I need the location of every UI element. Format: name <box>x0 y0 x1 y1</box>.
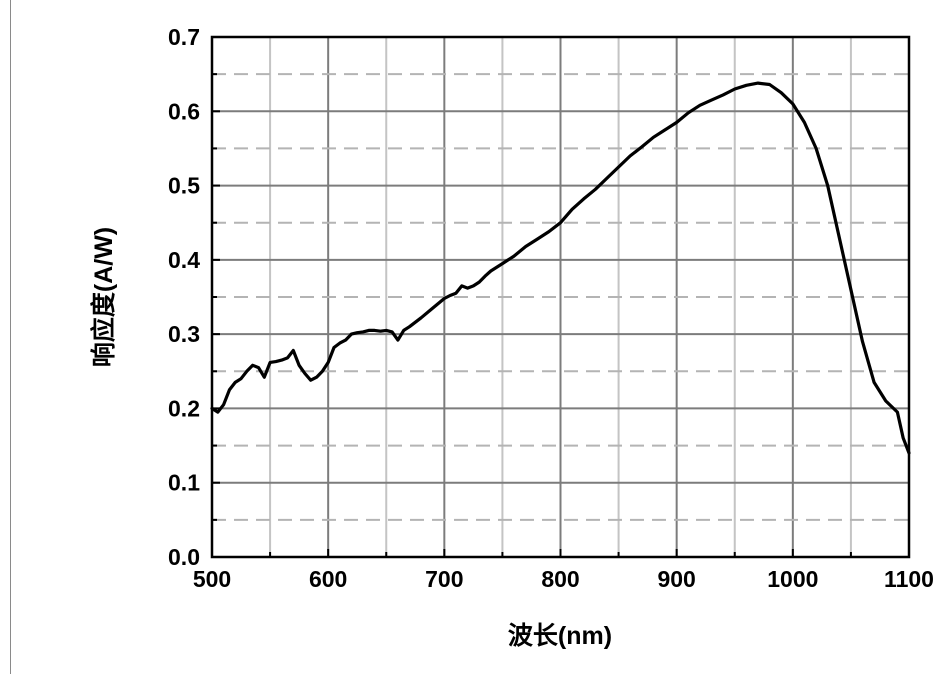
x-tick-label: 600 <box>309 566 347 592</box>
x-tick-label: 500 <box>193 566 231 592</box>
x-tick-labels: 500 600 700 800 900 1000 1100 <box>193 566 934 592</box>
y-tick-label: 0.2 <box>168 395 200 421</box>
x-axis-title: 波长(nm) <box>508 622 612 650</box>
x-tick-label: 1100 <box>884 566 934 592</box>
y-tick-label: 0.1 <box>168 470 200 496</box>
y-tick-label: 0.3 <box>168 321 200 347</box>
y-tick-label: 0.6 <box>168 98 200 124</box>
y-tick-label: 0.0 <box>168 544 200 570</box>
x-tick-label: 800 <box>541 566 579 592</box>
x-tick-label: 700 <box>425 566 463 592</box>
x-tick-label: 1000 <box>767 566 818 592</box>
axis-ticks <box>211 36 910 558</box>
series-line <box>210 81 911 455</box>
grid <box>212 37 909 557</box>
y-tick-label: 0.7 <box>168 24 200 50</box>
y-tick-labels: 0.0 0.1 0.2 0.3 0.4 0.5 0.6 0.7 <box>168 24 200 570</box>
left-border-line <box>10 0 11 674</box>
x-tick-label: 900 <box>657 566 695 592</box>
y-axis-title: 响应度(A/W) <box>89 227 118 367</box>
y-tick-label: 0.5 <box>168 173 200 199</box>
y-tick-label: 0.4 <box>168 247 200 273</box>
